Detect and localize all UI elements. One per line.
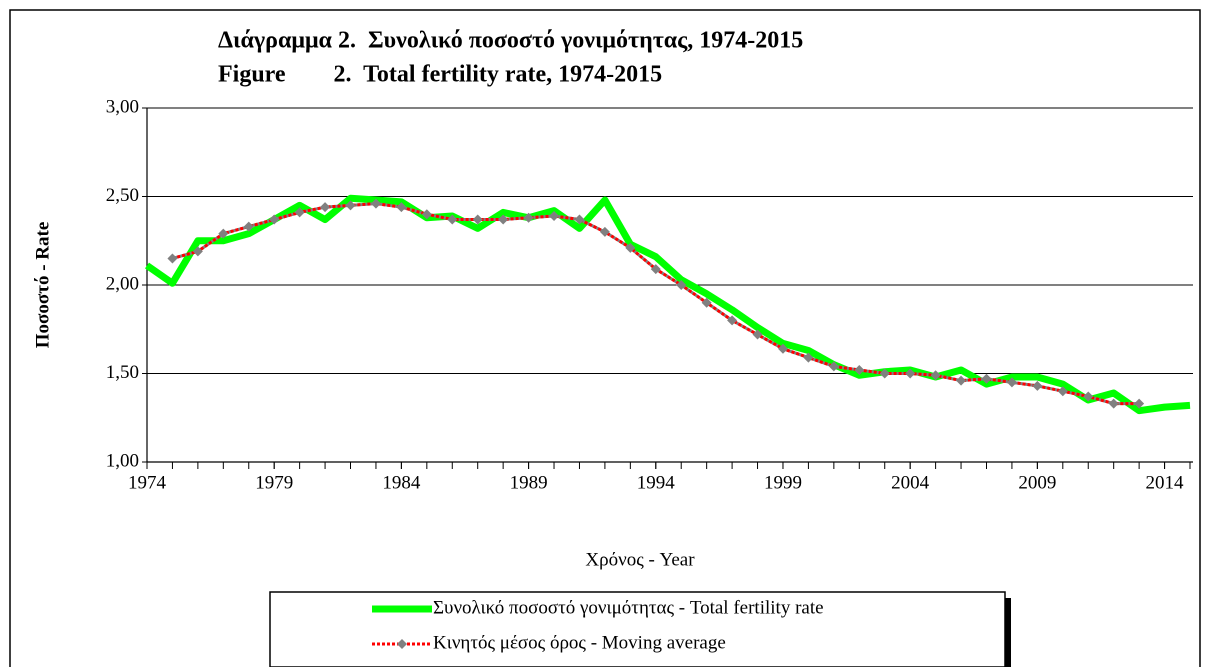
marker — [498, 214, 509, 225]
y-tick-label: 3,00 — [106, 96, 139, 117]
x-axis-label: Χρόνος - Year — [585, 549, 695, 570]
marker — [1032, 380, 1043, 391]
marker — [854, 364, 865, 375]
marker — [1083, 391, 1094, 402]
chart-title: Figure 2. Total fertility rate, 1974-201… — [218, 62, 662, 88]
x-tick-label: 2004 — [891, 472, 930, 493]
marker — [803, 352, 814, 363]
y-tick-label: 1,50 — [106, 362, 139, 383]
marker — [599, 226, 610, 237]
x-tick-label: 1984 — [382, 472, 421, 493]
marker — [777, 343, 788, 354]
y-tick-label: 2,00 — [106, 273, 139, 294]
marker — [421, 209, 432, 220]
marker — [727, 315, 738, 326]
y-tick-label: 2,50 — [106, 185, 139, 206]
x-tick-label: 1994 — [637, 472, 676, 493]
marker — [523, 212, 534, 223]
marker — [905, 368, 916, 379]
marker — [930, 370, 941, 381]
y-axis-label: Ποσοστό - Rate — [32, 222, 53, 349]
chart-title: Διάγραμμα 2. Συνολικό ποσοστό γονιμότητα… — [218, 28, 803, 54]
marker — [345, 200, 356, 211]
marker — [1108, 398, 1119, 409]
marker — [218, 228, 229, 239]
line — [145, 194, 1191, 415]
marker — [956, 375, 967, 386]
marker — [981, 373, 992, 384]
marker — [320, 202, 331, 213]
x-tick-label: 1989 — [510, 472, 548, 493]
marker — [269, 214, 280, 225]
x-tick-label: 1974 — [128, 472, 167, 493]
marker — [167, 253, 178, 264]
marker — [752, 329, 763, 340]
marker — [549, 210, 560, 221]
x-tick-label: 1999 — [764, 472, 802, 493]
marker — [650, 264, 661, 275]
legend-swatch — [397, 639, 407, 649]
marker — [472, 214, 483, 225]
x-tick-label: 2009 — [1018, 472, 1056, 493]
frame — [9, 9, 1201, 667]
marker — [243, 221, 254, 232]
marker — [192, 246, 203, 257]
y-tick-label: 1,00 — [106, 450, 139, 471]
legend — [269, 591, 1006, 667]
marker — [370, 198, 381, 209]
marker — [625, 242, 636, 253]
marker — [1057, 386, 1068, 397]
x-tick-label: 2014 — [1146, 472, 1185, 493]
marker — [1006, 377, 1017, 388]
marker — [828, 361, 839, 372]
x-tick-label: 1979 — [255, 472, 293, 493]
marker — [574, 214, 585, 225]
marker — [676, 280, 687, 290]
marker — [294, 207, 305, 218]
marker — [396, 202, 407, 213]
marker — [1134, 398, 1145, 409]
marker — [701, 297, 712, 308]
legend-label: Κινητός μέσος όρος - Moving average — [433, 632, 726, 653]
legend-label: Συνολικό ποσοστό γονιμότητας - Total fer… — [433, 597, 824, 618]
marker — [447, 214, 458, 225]
marker — [879, 368, 890, 379]
